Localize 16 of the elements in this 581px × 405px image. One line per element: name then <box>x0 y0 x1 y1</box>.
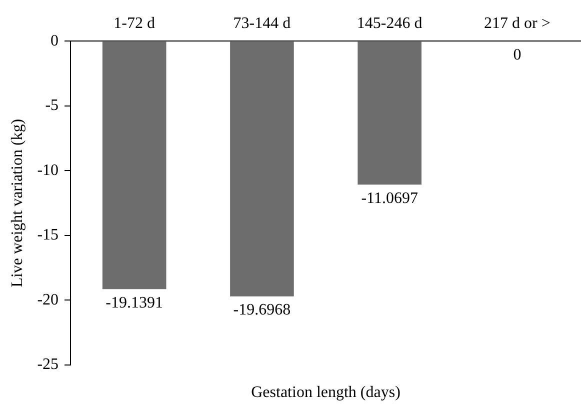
data-label: -11.0697 <box>361 190 418 207</box>
x-tick-label: 1-72 d <box>114 14 155 32</box>
x-tick-label: 145-246 d <box>356 14 422 32</box>
y-tick-label: -5 <box>45 97 59 114</box>
x-axis-title: Gestation length (days) <box>251 384 400 402</box>
data-label: -19.1391 <box>106 294 163 312</box>
y-tick-label: -25 <box>37 356 59 374</box>
data-label: 0 <box>513 46 522 64</box>
y-tick-label: -20 <box>37 291 59 308</box>
data-label: -19.6968 <box>233 302 291 319</box>
y-axis-title: Live weight variation (kg) <box>8 118 26 288</box>
y-tick-label: -15 <box>37 226 59 244</box>
x-tick-label: 217 d or > <box>484 14 550 32</box>
x-tick-label: 73-144 d <box>233 14 291 32</box>
y-tick-label: 0 <box>50 32 59 50</box>
y-tick-label: -10 <box>37 162 59 179</box>
